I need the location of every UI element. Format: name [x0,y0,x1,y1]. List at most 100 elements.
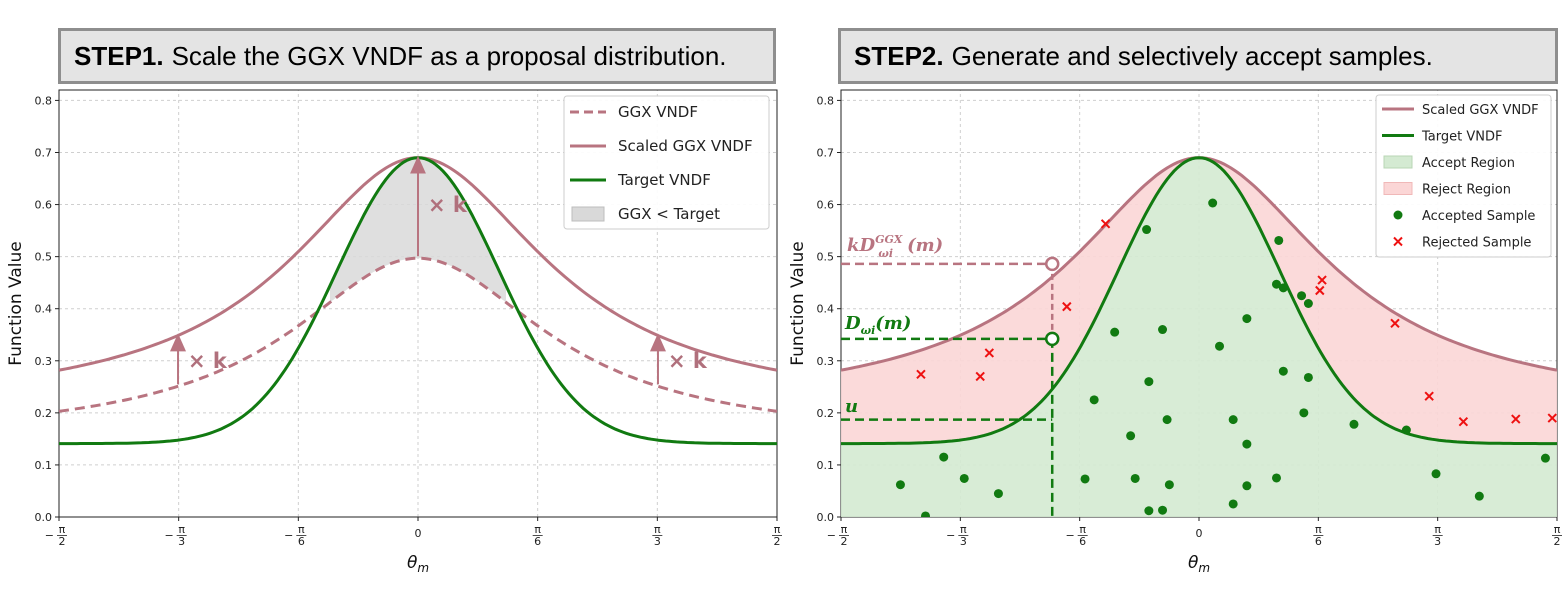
chart1-ytick-label: 0.7 [35,146,53,159]
chart1-ytick-label: 0.4 [35,303,53,316]
chart1-xlabel: θm [407,553,429,575]
chart2-ytick-label: 0.1 [817,459,835,472]
accepted-sample-point [1278,366,1288,376]
accepted-sample-point [1299,408,1309,418]
rejected-sample-point [1390,318,1400,328]
chart1-legend-label: GGX VNDF [618,103,698,121]
chart2-xtick-label: π3 [1432,523,1443,548]
D-marker [1044,331,1060,347]
rejected-sample-point [916,369,926,380]
chart2-xtick-label: π6 [1313,523,1324,548]
chart2-legend-label: Accept Region [1422,156,1515,171]
accepted-sample-point [1349,419,1359,429]
xtick-numerator: π [960,523,967,536]
chart2-ytick-label: 0.5 [817,251,835,264]
scale-factor-label: × k [188,349,228,373]
xtick-numerator: π [1434,523,1441,536]
accepted-sample-point [1164,480,1174,490]
accepted-sample-point [1158,505,1168,515]
chart1-ytick-label: 0.2 [35,407,53,420]
chart2-legend-box [1375,94,1552,258]
chart2-legend-item: Target VNDF [1382,130,1502,145]
chart1-xtick-label: π6− [284,523,307,548]
rejected-sample-point [984,348,995,358]
chart1-legend-label: GGX < Target [618,205,720,223]
accepted-sample-point [1278,283,1288,293]
scale-factor-label: × k [668,349,708,373]
accepted-sample-point [1242,439,1252,449]
accepted-sample-point [1126,431,1136,441]
chart2-ytick-label: 0.0 [817,511,835,524]
accepted-sample-point [1228,415,1238,425]
xtick-numerator: π [774,523,781,536]
xtick-denominator: 2 [58,535,65,548]
chart2-xtick-label: π2− [827,523,849,548]
scale-factor-label: × k [428,193,468,217]
legend-swatch-ggx-fill [571,206,605,222]
chart1-frame [58,89,778,518]
chart1-legend-item: GGX VNDF [570,103,698,121]
rejected-sample-point [1100,219,1111,229]
legend-swatch-rejected [1393,236,1403,247]
accepted-sample-point [1242,481,1252,491]
chart1-legend-item: Target VNDF [570,171,711,189]
chart2-ytick-label: 0.7 [817,146,835,159]
rejected-sample-point [975,371,985,382]
legend-swatch-reject [1383,182,1413,195]
chart2-ytick-label: 0.3 [817,355,835,368]
accepted-sample-point [1089,395,1099,405]
chart2-legend-item: Rejected Sample [1393,236,1531,251]
accepted-sample-point [1271,473,1281,483]
chart2-ytick-label: 0.8 [817,94,835,107]
xtick-denominator: 6 [1079,535,1086,548]
reject-region [841,157,1557,444]
accepted-sample-point [1297,291,1307,301]
xtick-denominator: 6 [1315,535,1322,548]
kD-marker [1044,256,1060,272]
chart1-xtick-label: π3− [164,523,187,548]
chart1-xtick-label: π2 [772,523,783,548]
rejected-sample-point [1315,285,1325,296]
chart2-legend-item: Accept Region [1383,155,1515,171]
chart1-ytick-label: 0.6 [35,199,53,212]
chart2-legend-label: Scaled GGX VNDF [1422,103,1539,118]
chart2-plot-area [841,156,1557,517]
chart2-legend-item: Reject Region [1383,182,1511,198]
step1-text: Scale the GGX VNDF as a proposal distrib… [171,40,727,71]
accepted-sample-point [1274,235,1284,245]
accepted-sample-point [1242,314,1252,324]
xtick-numerator: π [1554,523,1561,536]
rejected-sample-point [1424,391,1434,401]
accepted-sample-point [1228,499,1238,509]
chart2-ylabel: Function Value [788,241,808,365]
accept-region [841,157,1557,517]
chart2-legend-item: Accepted Sample [1393,209,1535,224]
step2-label: STEP2. [854,40,944,71]
accepted-sample-point [1144,506,1154,516]
rejected-sample-point [1062,301,1072,312]
xtick-minus: − [1065,529,1074,542]
chart1-ytick-label: 0.0 [35,511,53,524]
xtick-numerator: π [654,523,661,536]
step1-label: STEP1. [74,40,164,71]
chart1-legend-item: Scaled GGX VNDF [570,137,753,155]
chart1-xtick-label: 0 [415,527,422,540]
accepted-sample-point [1130,473,1140,483]
xtick-numerator: π [841,523,848,536]
xtick-denominator: 6 [534,535,541,548]
chart1-xtick-label: π2− [45,523,67,548]
chart2-xtick-label: 0 [1196,527,1203,540]
accepted-sample-point [1080,474,1090,484]
accepted-sample-point [1303,299,1313,308]
step2-text: Generate and selectively accept samples. [951,40,1433,71]
accepted-sample-point [1303,372,1313,382]
xtick-numerator: π [534,523,541,536]
accepted-sample-point [895,480,905,490]
chart2-xtick-label: π6− [1065,523,1088,548]
rejected-sample-point [1511,414,1521,424]
accepted-sample-point [1474,491,1484,501]
xtick-denominator: 2 [840,535,847,548]
kD-label: kDGGX ωi (m) [847,233,943,260]
chart2-ytick-label: 0.6 [817,199,835,212]
